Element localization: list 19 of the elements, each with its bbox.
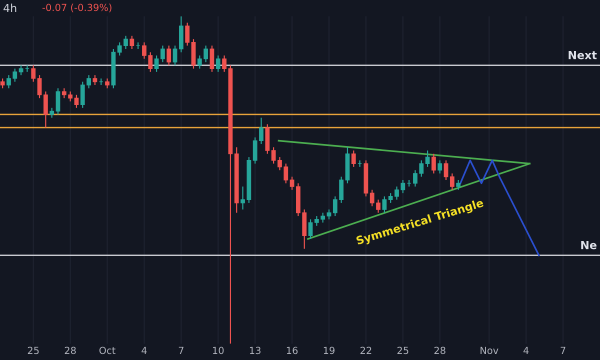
- x-tick-label: 25: [397, 346, 408, 354]
- x-tick-label: Nov: [480, 346, 498, 354]
- ref-line-label: Ne: [581, 241, 596, 250]
- x-tick-label: 13: [250, 346, 260, 354]
- x-tick-label: 10: [213, 346, 224, 354]
- x-tick-label: 25: [28, 346, 39, 354]
- x-tick-label: 16: [286, 346, 298, 354]
- text: -0.07 (-0.39%): [42, 4, 112, 12]
- x-tick-label: 7: [560, 346, 566, 354]
- x-tick-label: 28: [64, 346, 76, 354]
- x-tick-label: Oct: [99, 346, 116, 354]
- x-tick-label: 7: [178, 346, 184, 354]
- x-tick-label: 19: [324, 346, 334, 354]
- ref-line-label: Next: [568, 50, 597, 60]
- chart-title: 4h: [4, 4, 16, 12]
- x-tick-label: 22: [360, 346, 372, 354]
- x-tick-label: 4: [142, 346, 147, 354]
- x-tick-label: 4: [523, 346, 529, 354]
- x-tick-label: 28: [434, 346, 446, 354]
